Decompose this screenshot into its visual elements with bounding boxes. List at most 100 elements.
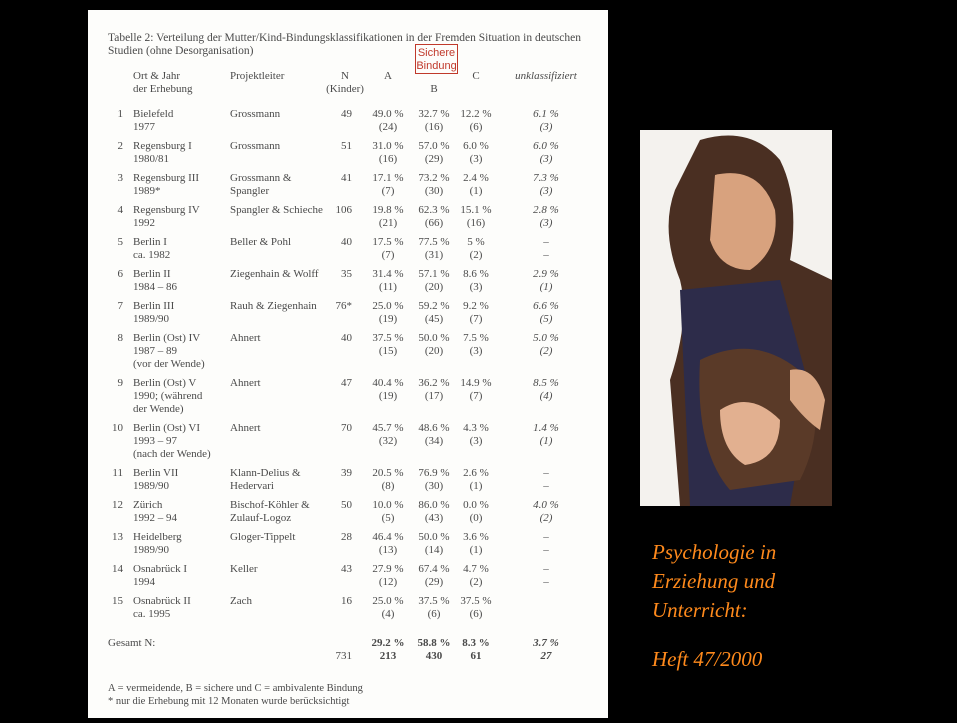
- place-cell: 1993 – 97: [133, 435, 177, 448]
- place-cell: (vor der Wende): [133, 358, 205, 371]
- c-cell: (3): [436, 435, 516, 448]
- leader-cell: Bischof-Köhler &: [230, 499, 310, 512]
- row-number: 7: [118, 300, 124, 313]
- row-number: 8: [118, 332, 124, 345]
- row-number: 14: [112, 563, 123, 576]
- table-caption: Tabelle 2: Verteilung der Mutter/Kind-Bi…: [108, 32, 581, 45]
- place-cell: 1987 – 89: [133, 345, 177, 358]
- leader-cell: Ahnert: [230, 422, 261, 435]
- source-note: Psychologie inErziehung undUnterricht:He…: [652, 538, 776, 674]
- c-cell: 6.0 %: [436, 140, 516, 153]
- u-cell: 6.0 %: [506, 140, 586, 153]
- leader-cell: Ziegenhain & Wolff: [230, 268, 319, 281]
- row-number: 6: [118, 268, 124, 281]
- leader-cell: Ahnert: [230, 332, 261, 345]
- u-cell: –: [506, 563, 586, 576]
- source-line: Unterricht:: [652, 596, 776, 625]
- u-cell: (5): [506, 313, 586, 326]
- c-cell: 9.2 %: [436, 300, 516, 313]
- u-cell: (2): [506, 345, 586, 358]
- total-cell: 27: [506, 650, 586, 663]
- place-cell: Regensburg IV: [133, 204, 200, 217]
- row-number: 2: [118, 140, 124, 153]
- u-cell: –: [506, 531, 586, 544]
- slide: SichereBindung Tabelle 2: Verteilung der…: [0, 0, 957, 723]
- place-cell: Berlin (Ost) V: [133, 377, 196, 390]
- place-cell: 1989*: [133, 185, 161, 198]
- u-cell: –: [506, 544, 586, 557]
- place-cell: 1989/90: [133, 480, 169, 493]
- place-cell: Heidelberg: [133, 531, 182, 544]
- place-cell: 1977: [133, 121, 155, 134]
- place-cell: 1992 – 94: [133, 512, 177, 525]
- u-cell: –: [506, 576, 586, 589]
- u-cell: 2.9 %: [506, 268, 586, 281]
- c-cell: (1): [436, 544, 516, 557]
- row-number: 11: [112, 467, 123, 480]
- header-cell: Ort & Jahr: [133, 70, 180, 83]
- place-cell: der Wende): [133, 403, 184, 416]
- c-cell: 7.5 %: [436, 332, 516, 345]
- c-cell: (3): [436, 345, 516, 358]
- leader-cell: Grossmann: [230, 108, 280, 121]
- total-label: Gesamt N:: [108, 637, 155, 650]
- leader-cell: Klann-Delius &: [230, 467, 301, 480]
- c-cell: 14.9 %: [436, 377, 516, 390]
- leader-cell: Zulauf-Logoz: [230, 512, 291, 525]
- leader-cell: Ahnert: [230, 377, 261, 390]
- c-cell: 5 %: [436, 236, 516, 249]
- leader-cell: Rauh & Ziegenhain: [230, 300, 317, 313]
- place-cell: Berlin I: [133, 236, 167, 249]
- c-cell: 4.7 %: [436, 563, 516, 576]
- c-cell: (7): [436, 390, 516, 403]
- leader-cell: Keller: [230, 563, 257, 576]
- total-cell: 61: [436, 650, 516, 663]
- place-cell: (nach der Wende): [133, 448, 211, 461]
- header-cell: (Kinder): [305, 83, 385, 96]
- place-cell: 1989/90: [133, 544, 169, 557]
- u-cell: –: [506, 249, 586, 262]
- header-cell: A: [348, 70, 428, 83]
- place-cell: 1992: [133, 217, 155, 230]
- place-cell: 1994: [133, 576, 155, 589]
- row-number: 15: [112, 595, 123, 608]
- leader-cell: Hedervari: [230, 480, 274, 493]
- annotation-text: Sichere: [416, 47, 457, 60]
- source-line: Heft 47/2000: [652, 645, 776, 674]
- leader-cell: Zach: [230, 595, 252, 608]
- total-cell: 8.3 %: [436, 637, 516, 650]
- leader-cell: Beller & Pohl: [230, 236, 291, 249]
- c-cell: 15.1 %: [436, 204, 516, 217]
- u-cell: 6.6 %: [506, 300, 586, 313]
- place-cell: Regensburg III: [133, 172, 199, 185]
- table-caption: Studien (ohne Desorganisation): [108, 45, 253, 58]
- c-cell: 8.6 %: [436, 268, 516, 281]
- footnote: A = vermeidende, B = sichere und C = amb…: [108, 682, 363, 695]
- u-cell: (2): [506, 512, 586, 525]
- c-cell: (7): [436, 313, 516, 326]
- u-cell: 4.0 %: [506, 499, 586, 512]
- row-number: 12: [112, 499, 123, 512]
- c-cell: (0): [436, 512, 516, 525]
- c-cell: (2): [436, 249, 516, 262]
- row-number: 1: [118, 108, 124, 121]
- u-cell: (1): [506, 435, 586, 448]
- u-cell: 7.3 %: [506, 172, 586, 185]
- row-number: 3: [118, 172, 124, 185]
- c-cell: (3): [436, 153, 516, 166]
- leader-cell: Grossmann &: [230, 172, 291, 185]
- c-cell: 2.4 %: [436, 172, 516, 185]
- leader-cell: Spangler: [230, 185, 269, 198]
- place-cell: Osnabrück I: [133, 563, 187, 576]
- place-cell: ca. 1995: [133, 608, 170, 621]
- place-cell: Regensburg I: [133, 140, 192, 153]
- header-cell: B: [394, 83, 474, 96]
- c-cell: 0.0 %: [436, 499, 516, 512]
- u-cell: –: [506, 480, 586, 493]
- place-cell: 1990; (während: [133, 390, 202, 403]
- place-cell: 1989/90: [133, 313, 169, 326]
- row-number: 13: [112, 531, 123, 544]
- header-cell: unklassifiziert: [506, 70, 586, 83]
- c-cell: (2): [436, 576, 516, 589]
- place-cell: ca. 1982: [133, 249, 170, 262]
